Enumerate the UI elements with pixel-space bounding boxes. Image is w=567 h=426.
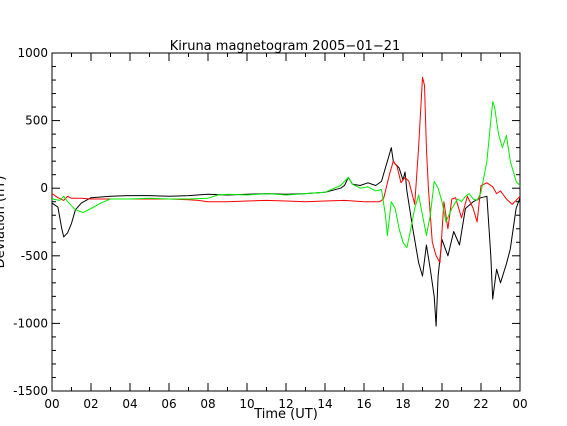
x-tick-label: 12 <box>278 397 293 411</box>
x-tick-label: 08 <box>200 397 215 411</box>
x-tick-label: 20 <box>434 397 449 411</box>
y-tick-label: -1500 <box>13 384 48 398</box>
series-line-1 <box>51 147 521 327</box>
y-tick-label: -1000 <box>13 316 48 330</box>
y-tick-label: 1000 <box>17 46 48 60</box>
x-tick-label: 00 <box>512 397 527 411</box>
x-tick-label: 16 <box>356 397 371 411</box>
x-axis-label: Time (UT) <box>253 407 318 422</box>
y-axis: 1000 500 0 -500 -1000 -1500 <box>13 46 520 398</box>
x-axis: 00 02 04 06 08 10 12 14 16 18 20 22 00 <box>44 53 528 411</box>
x-tick-label: 18 <box>395 397 410 411</box>
x-tick-label: 10 <box>239 397 254 411</box>
x-tick-label: 02 <box>83 397 98 411</box>
series-layer <box>51 76 521 327</box>
chart-title: Kiruna magnetogram 2005−01−21 <box>170 39 401 54</box>
y-axis-label: Deviation (nT) <box>0 176 8 269</box>
x-tick-label: 06 <box>161 397 176 411</box>
y-tick-label: 500 <box>25 114 48 128</box>
y-tick-label: 0 <box>40 181 48 195</box>
x-tick-label: 00 <box>44 397 59 411</box>
plot-area-frame <box>51 52 521 392</box>
series-line-3 <box>51 101 521 249</box>
x-tick-label: 14 <box>317 397 332 411</box>
y-tick-label: -500 <box>21 249 48 263</box>
x-tick-label: 22 <box>473 397 488 411</box>
x-tick-label: 04 <box>122 397 137 411</box>
series-line-2 <box>51 76 521 264</box>
